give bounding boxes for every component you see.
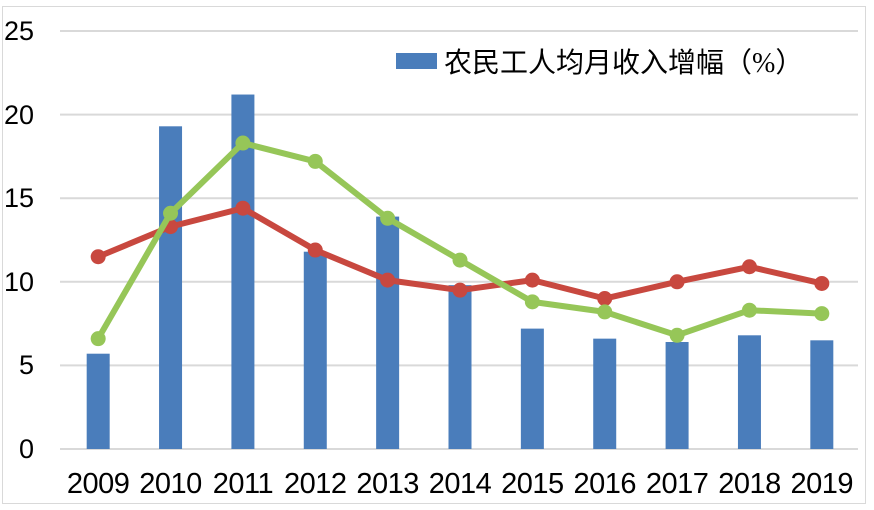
green-line-marker-2015 [524,294,540,310]
x-axis-label-2018: 2018 [718,468,781,500]
green-line-marker-2012 [307,153,323,169]
x-axis-label-2011: 2011 [212,468,274,500]
bar-2011 [231,94,255,449]
bar-2009 [86,353,110,449]
green-line-marker-2017 [669,327,685,343]
y-axis-label: 15 [3,183,34,214]
legend: 农民工人均月收入增幅（%） [396,44,804,79]
y-axis-label: 10 [3,266,34,297]
green-line-marker-2019 [814,306,830,322]
x-axis-label-2015: 2015 [501,468,564,500]
legend-label: 农民工人均月收入增幅（%） [444,48,804,79]
bar-2014 [448,285,472,449]
green-line-marker-2016 [597,304,613,320]
red-line-marker-2017 [669,274,685,290]
y-axis-label: 5 [18,350,34,381]
legend-swatch-bar [396,53,437,69]
red-line-marker-2018 [741,259,757,275]
red-line-marker-2016 [597,291,613,307]
green-line-marker-2009 [90,331,106,347]
bar-2015 [520,328,544,449]
y-axis-label: 0 [18,434,34,464]
green-line-marker-2011 [235,135,251,151]
x-axis-label-2013: 2013 [356,468,419,500]
bar-2012 [303,251,327,449]
red-line-marker-2009 [90,249,106,265]
green-line-marker-2014 [452,252,468,268]
x-axis-label-2010: 2010 [139,468,202,500]
red-line-marker-2013 [380,272,396,288]
red-line-marker-2012 [307,242,323,258]
x-axis-label-2016: 2016 [573,468,636,500]
x-axis-label-2014: 2014 [428,468,492,500]
x-axis-label-2017: 2017 [645,468,709,500]
red-line-marker-2014 [452,282,468,298]
x-axis-label-2009: 2009 [66,468,130,500]
x-axis-label-2012: 2012 [284,468,347,500]
y-axis-label: 25 [3,16,34,46]
red-line-marker-2015 [524,272,540,288]
bar-2017 [665,341,689,449]
bar-2016 [593,338,617,449]
bar-2013 [376,216,400,449]
chart-frame-border [2,6,866,504]
y-axis-label: 20 [3,99,34,130]
green-line-marker-2013 [380,210,396,226]
red-line-marker-2011 [235,200,251,216]
bar-2018 [737,335,761,449]
green-line-marker-2010 [163,205,179,221]
red-line-marker-2019 [814,275,830,291]
bar-2019 [810,340,834,449]
x-axis-label-2019: 2019 [790,468,854,500]
green-line-marker-2018 [741,302,757,318]
bar-2010 [159,126,183,449]
